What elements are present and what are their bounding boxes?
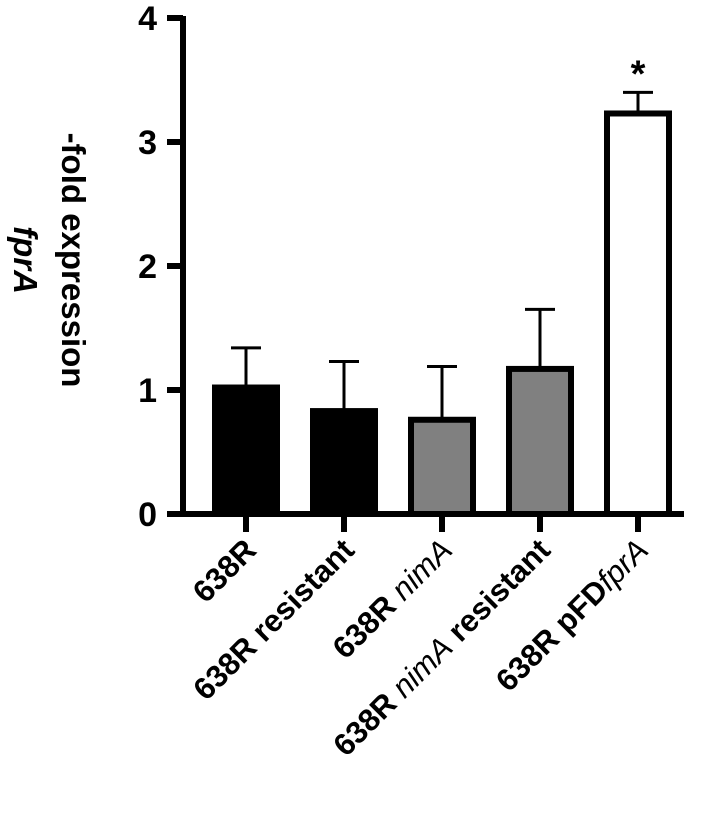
bar: [212, 384, 280, 517]
y-tick-label: 3: [138, 124, 157, 162]
y-axis-ticks: 0 1 2 3 4: [138, 0, 183, 534]
y-tick-label: 0: [138, 496, 157, 534]
bar: [408, 416, 476, 518]
bar: [310, 408, 378, 517]
y-tick-label: 1: [138, 372, 157, 410]
bar: [604, 110, 672, 517]
y-axis-label: -fold expression fprA: [7, 133, 92, 388]
y-axis-label-line: -fold expression: [55, 133, 92, 388]
bar: [506, 365, 574, 518]
bars: *: [212, 53, 672, 532]
y-tick-label: 4: [138, 0, 157, 38]
significance-marker: *: [631, 53, 646, 95]
x-category-label: 638R: [186, 532, 263, 609]
y-axis-label-line: fprA: [7, 226, 44, 294]
y-tick-label: 2: [138, 248, 157, 286]
